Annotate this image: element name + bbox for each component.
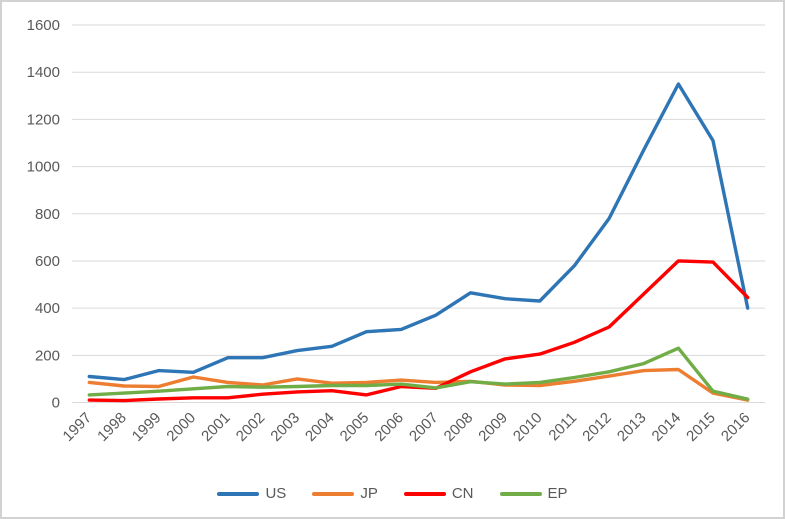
x-axis-tick-label: 2001 [198,409,234,445]
legend-swatch-jp [312,491,355,496]
y-axis-tick-label: 800 [35,206,60,223]
x-axis-tick-label: 2012 [579,409,615,445]
y-axis-tick-label: 1600 [27,17,60,34]
legend-item-jp[interactable]: JP [312,486,378,501]
x-axis-tick-label: 2016 [718,409,754,445]
legend-item-cn[interactable]: CN [403,485,474,502]
x-axis-tick-label: 2004 [302,409,338,445]
legend-label-us: US [265,485,287,502]
legend-label-ep: EP [547,485,568,502]
x-axis-tick-label: 1998 [94,409,130,445]
x-axis-tick-label: 2010 [510,409,546,445]
x-axis-tick-label: 2011 [545,409,580,444]
legend-swatch-us [217,491,260,496]
x-axis-tick-label: 1997 [60,409,96,445]
x-axis-tick-label: 2007 [406,409,442,445]
legend-label-jp: JP [360,485,378,502]
y-axis-tick-label: 600 [35,253,60,270]
y-axis-tick-label: 1200 [27,111,60,128]
x-axis-tick-label: 2000 [163,409,199,445]
x-axis-tick-label: 2008 [441,409,477,445]
y-axis-tick-label: 200 [35,347,60,364]
y-axis-tick-label: 400 [35,300,60,317]
legend-swatch-cn [403,491,446,496]
x-axis-tick-label: 2002 [233,409,269,445]
y-axis-tick-label: 0 [52,395,60,412]
x-axis-tick-label: 2014 [649,409,685,445]
legend-swatch-ep [499,491,542,496]
x-axis-tick-label: 1999 [129,409,165,445]
legend-item-ep[interactable]: EP [499,485,568,502]
series-line-ep[interactable] [87,346,750,401]
legend-label-cn: CN [451,485,474,502]
x-axis-tick-label: 2009 [475,409,511,445]
x-axis-tick-label: 2015 [683,409,719,445]
x-axis-tick-label: 2003 [267,409,303,445]
chart-legend: US JP CN EP [2,486,783,501]
y-axis-tick-label: 1000 [27,159,60,176]
y-axis-tick-label: 1400 [27,64,60,81]
legend-item-us[interactable]: US [217,486,286,501]
x-axis-tick-label: 2005 [337,409,373,445]
x-axis-tick-label: 2006 [371,409,407,445]
x-axis-tick-label: 2013 [614,409,650,445]
series-line-us[interactable] [87,82,750,382]
series-line-jp[interactable] [87,367,750,402]
